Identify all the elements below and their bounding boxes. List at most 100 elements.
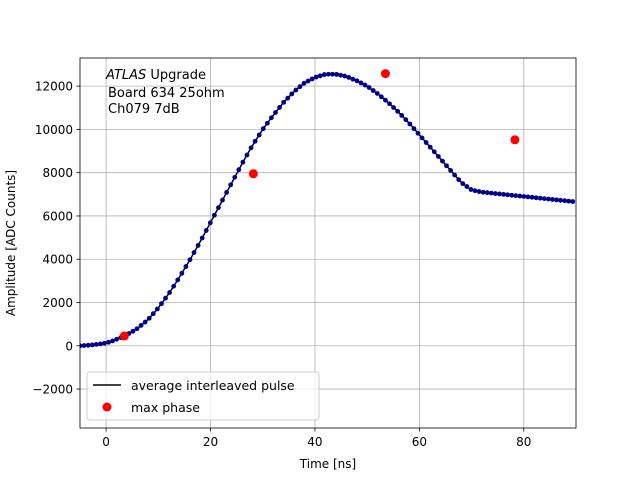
pulse-point [309, 76, 315, 82]
pulse-point [93, 342, 99, 347]
x-axis-title: Time [ns] [299, 457, 356, 471]
pulse-point [289, 91, 295, 97]
pulse-point [403, 117, 409, 123]
pulse-point [183, 264, 189, 269]
pulse-point [301, 80, 307, 86]
pulse-point [269, 115, 274, 121]
pulse-point [423, 140, 429, 145]
legend-label-max-phase: max phase [131, 400, 200, 415]
pulse-point [468, 187, 474, 192]
y-tick-label: 8000 [42, 166, 73, 180]
pulse-point [167, 290, 172, 295]
pulse-point [273, 110, 278, 115]
pulse-point [342, 73, 348, 79]
pulse-point [525, 194, 531, 200]
pulse-point [456, 177, 462, 183]
pulse-point [264, 120, 270, 126]
pulse-point [106, 339, 111, 345]
pulse-point [537, 195, 543, 201]
legend: average interleaved pulse max phase [86, 371, 320, 421]
annotation-atlas-italic: ATLAS [105, 68, 146, 83]
pulse-point [134, 326, 140, 332]
pulse-point [277, 105, 282, 110]
pulse-point [175, 277, 181, 283]
pulse-point [354, 78, 360, 84]
max-phase-point [248, 169, 258, 179]
pulse-point [220, 197, 225, 203]
pulse-point [138, 323, 144, 328]
pulse-point [358, 80, 364, 86]
plot-area [80, 69, 576, 349]
max-phase-point [119, 331, 129, 341]
annotation-line-1: ATLAS Upgrade [105, 68, 206, 83]
pulse-point [472, 188, 478, 194]
pulse-point [179, 270, 185, 276]
pulse-point [321, 72, 327, 77]
pulse-point [488, 190, 494, 196]
pulse-point [252, 138, 258, 144]
pulse-point [362, 82, 368, 88]
plot-series [80, 69, 576, 349]
pulse-point [224, 190, 230, 195]
pulse-point [256, 132, 262, 138]
y-tick-label: 12000 [35, 80, 73, 94]
pulse-point [114, 336, 120, 342]
pulse-point [207, 220, 213, 226]
annotation-line-3: Ch079 7dB [108, 102, 180, 117]
pulse-point [150, 311, 156, 317]
pulse-point [444, 163, 449, 169]
y-tick-label: 0 [65, 339, 73, 353]
pulse-point [85, 342, 91, 348]
pulse-point [411, 126, 417, 132]
pulse-point [285, 95, 291, 101]
pulse-point [240, 159, 246, 165]
pulse-point [395, 108, 401, 114]
pulse-point [570, 199, 576, 204]
x-tick-label: 40 [307, 435, 322, 449]
pulse-point [313, 74, 319, 80]
pulse-point [154, 306, 160, 312]
annotation: ATLAS Upgrade Board 634 25ohm Ch079 7dB [105, 68, 225, 117]
pulse-point [387, 101, 392, 107]
pulse-point [80, 343, 83, 349]
pulse-point [545, 196, 551, 202]
pulse-point [399, 113, 405, 118]
annotation-line-2: Board 634 25ohm [108, 86, 225, 101]
pulse-point [195, 243, 201, 248]
legend-box [86, 371, 320, 421]
pulse-point [521, 194, 527, 199]
pulse-point [391, 105, 396, 110]
pulse-point [97, 341, 103, 347]
pulse-point [440, 158, 445, 164]
pulse-point [513, 193, 519, 199]
pulse-point [366, 85, 372, 90]
pulse-point [297, 84, 303, 90]
pulse-point [562, 198, 568, 204]
pulse-point [187, 257, 193, 263]
legend-marker-swatch [102, 402, 112, 412]
x-tick-label: 80 [516, 435, 531, 449]
pulse-point [171, 283, 177, 289]
pulse-point [492, 191, 498, 196]
y-tick-label: 4000 [42, 253, 73, 267]
pulse-point [484, 190, 490, 196]
axis-ticks: 0 20 40 60 80 −2000 0 2000 4000 6000 8000 10000 1200… [32, 80, 531, 449]
pulse-point [407, 121, 413, 127]
pulse-point [550, 197, 555, 202]
pulse-point [81, 343, 87, 348]
pulse-point [378, 94, 384, 100]
y-axis-title: Amplitude [ADC Counts] [4, 170, 18, 316]
pulse-point [142, 319, 148, 325]
pulse-point [476, 189, 482, 194]
pulse-point [346, 75, 352, 80]
pulse-point [293, 87, 299, 93]
x-tick-label: 0 [102, 435, 110, 449]
pulse-point [558, 197, 563, 203]
pulse-point [199, 235, 205, 241]
pulse-point [260, 126, 266, 132]
pulse-point [517, 193, 523, 199]
pulse-point [374, 91, 380, 96]
pulse-point [427, 144, 433, 150]
pulse-point [305, 78, 311, 84]
